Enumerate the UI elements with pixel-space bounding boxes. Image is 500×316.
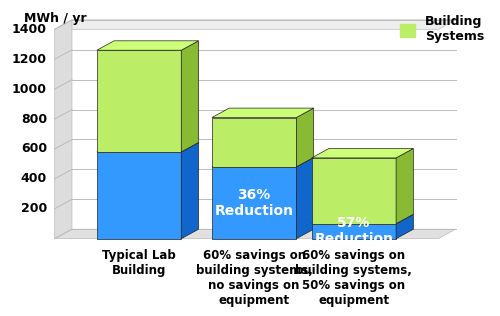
Polygon shape: [182, 143, 198, 239]
Polygon shape: [212, 108, 314, 118]
Text: 600: 600: [21, 143, 47, 155]
Text: 1400: 1400: [12, 23, 47, 36]
Text: 400: 400: [21, 172, 47, 185]
Polygon shape: [396, 214, 413, 239]
Polygon shape: [212, 167, 296, 239]
Polygon shape: [182, 41, 198, 152]
Polygon shape: [396, 149, 413, 224]
Text: MWh / yr: MWh / yr: [24, 12, 86, 25]
Polygon shape: [212, 157, 314, 167]
Text: 36%
Reduction: 36% Reduction: [214, 188, 294, 218]
Text: 1200: 1200: [12, 53, 47, 66]
Text: Typical Lab
Building: Typical Lab Building: [102, 249, 176, 277]
Polygon shape: [312, 214, 414, 224]
Polygon shape: [296, 108, 314, 167]
Polygon shape: [54, 20, 456, 29]
Text: 800: 800: [21, 112, 47, 125]
Polygon shape: [97, 41, 198, 50]
Text: 60% savings on
building systems,
no savings on
equipment: 60% savings on building systems, no savi…: [196, 249, 312, 307]
Polygon shape: [54, 20, 72, 239]
Polygon shape: [212, 118, 296, 167]
Polygon shape: [97, 152, 182, 239]
Polygon shape: [54, 229, 456, 239]
Polygon shape: [312, 158, 396, 224]
Polygon shape: [312, 224, 396, 239]
Legend: Building
Systems: Building Systems: [396, 10, 490, 48]
Polygon shape: [97, 50, 182, 152]
Text: 200: 200: [21, 202, 47, 215]
Text: 60% savings on
building systems,
50% savings on
equipment: 60% savings on building systems, 50% sav…: [296, 249, 412, 307]
Polygon shape: [296, 157, 314, 239]
Text: 57%
Reduction: 57% Reduction: [314, 216, 394, 246]
Polygon shape: [312, 149, 414, 158]
Text: 1000: 1000: [12, 82, 47, 96]
Polygon shape: [97, 143, 198, 152]
